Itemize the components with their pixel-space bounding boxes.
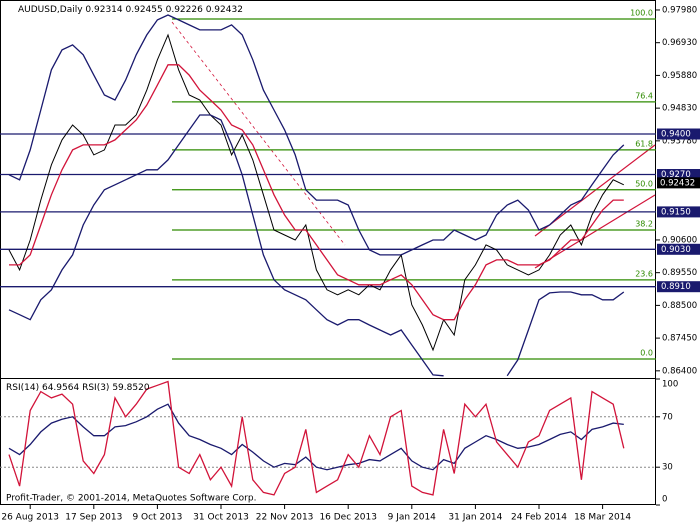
x-tick-label: 24 Feb 2014 (511, 513, 567, 523)
series-line (8, 114, 625, 377)
y-tick-label: 0.97980 (662, 5, 697, 15)
price-box (657, 281, 700, 293)
level-label: 0.8910 (661, 282, 691, 292)
y-tick-label: 70 (662, 412, 673, 422)
series-line (8, 380, 625, 496)
fibo-label: 38.2 (635, 219, 653, 228)
y-tick-label: 0.89550 (662, 268, 697, 278)
rsi-header: RSI(14) 64.9564 RSI(3) 59.8520 (6, 383, 150, 393)
main-panel: 100.0 76.4 61.8 50.0 38.2 23.6 0.0 0.97980 0.969… (0, 5, 700, 523)
x-tick-label: 16 Dec 2013 (319, 513, 377, 523)
fibo-label: 0.0 (640, 348, 653, 357)
chart-title: AUDUSD,Daily 0.92314 0.92455 0.92226 0.9… (18, 5, 243, 15)
y-tick-label: 0 (662, 495, 667, 505)
series-line (9, 64, 624, 321)
fibo-label: 50.0 (635, 179, 653, 188)
plot-frame (0, 0, 656, 505)
x-tick-label: 18 Mar 2014 (574, 513, 631, 523)
copyright: Profit-Trader, © 2001-2014, MetaQuotes S… (6, 494, 256, 504)
x-tick-label: 9 Oct 2013 (132, 513, 182, 523)
fibo-label: 61.8 (635, 139, 653, 148)
y-tick-label: 0.90600 (662, 235, 697, 245)
y-tick-label: 0.96930 (662, 38, 697, 48)
y-tick-label: 0.86400 (662, 366, 697, 376)
x-tick-label: 31 Jan 2014 (448, 513, 502, 523)
last-price-label: 0.92432 (660, 178, 695, 188)
x-tick-label: 22 Nov 2013 (256, 513, 314, 523)
x-tick-label: 31 Oct 2013 (193, 513, 249, 523)
level-label: 0.9030 (661, 245, 691, 255)
y-tick-label: 0.88500 (662, 301, 697, 311)
y-tick-label: 100 (662, 380, 678, 390)
fibo-base-line (171, 21, 346, 246)
x-tick-label: 26 Aug 2013 (1, 513, 59, 523)
price-box (657, 169, 700, 181)
y-tick-label: 0.94830 (662, 104, 697, 114)
trend-channel-upper (534, 144, 656, 237)
series-line (8, 33, 625, 352)
price-box (657, 206, 700, 218)
series-line (8, 403, 624, 471)
y-tick-label: 0.87450 (662, 334, 697, 344)
price-box (657, 177, 700, 189)
level-label: 0.9270 (661, 170, 691, 180)
fibo-label: 23.6 (635, 269, 653, 278)
price-box (657, 243, 700, 255)
fibo-label: 76.4 (635, 91, 653, 100)
y-tick-label: 30 (662, 463, 673, 473)
price-box (657, 128, 700, 140)
rsi-panel: 0 30 70 100 (0, 378, 678, 506)
trend-channel-lower (534, 194, 656, 269)
y-tick-label: 0.95880 (662, 71, 697, 81)
y-tick-label: 0.93780 (662, 136, 697, 146)
series-line (8, 14, 625, 256)
x-tick-label: 17 Sep 2013 (65, 513, 122, 523)
level-label: 0.9150 (661, 207, 691, 217)
x-tick-label: 9 Jan 2014 (388, 513, 436, 523)
fibo-label: 100.0 (630, 9, 653, 18)
level-label: 0.9400 (661, 129, 691, 139)
